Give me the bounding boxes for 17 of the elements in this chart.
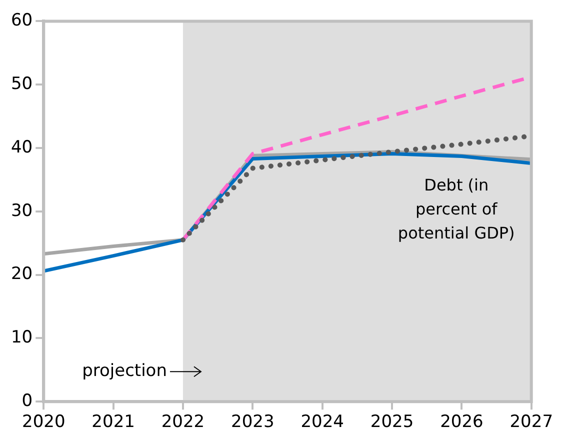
y-tick-label: 10 xyxy=(10,328,33,348)
band-label: projection xyxy=(82,361,167,382)
x-tick-label: 2021 xyxy=(92,412,135,432)
annotation: Debt (in percent of potential GDP) xyxy=(398,175,515,242)
x-tick-label: 2023 xyxy=(231,412,274,432)
x-tick-label: 2022 xyxy=(161,412,205,432)
x-tick-label: 2027 xyxy=(510,412,553,432)
x-tick-label: 2026 xyxy=(440,412,484,432)
y-tick-label: 0 xyxy=(22,391,33,412)
y-tick-label: 60 xyxy=(10,10,33,31)
x-tick-label: 2020 xyxy=(22,412,66,432)
y-tick-label: 30 xyxy=(10,200,33,221)
x-tick-label: 2024 xyxy=(300,412,344,432)
y-tick-label: 50 xyxy=(10,74,33,94)
y-tick-label: 20 xyxy=(10,264,33,284)
y-tick-label: 40 xyxy=(10,137,33,158)
x-tick-label: 2025 xyxy=(370,412,414,432)
